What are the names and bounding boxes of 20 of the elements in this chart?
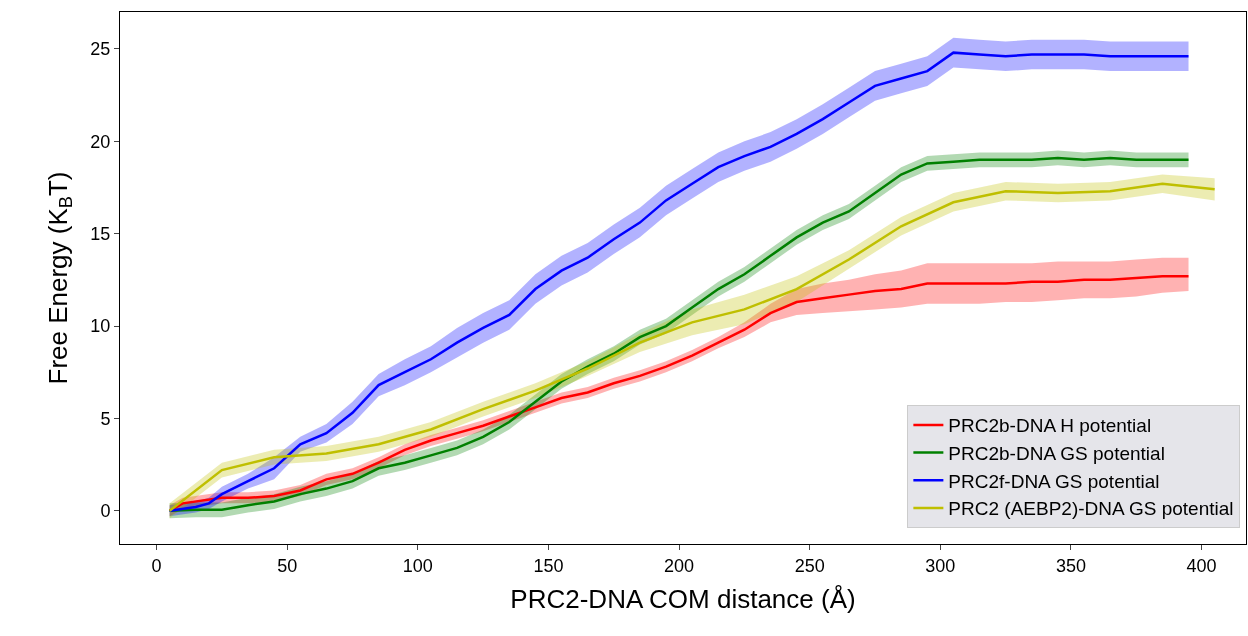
x-tick-label: 50: [277, 555, 298, 576]
y-tick-label: 5: [100, 408, 111, 429]
y-tick-label: 20: [90, 131, 111, 152]
legend-label: PRC2b-DNA GS potential: [948, 443, 1165, 464]
y-tick-label: 25: [90, 39, 111, 60]
x-tick-label: 400: [1186, 555, 1217, 576]
x-tick-label: 350: [1055, 555, 1086, 576]
x-tick-label: 300: [925, 555, 956, 576]
x-tick-label: 0: [151, 555, 162, 576]
x-tick-label: 200: [664, 555, 695, 576]
x-tick-label: 100: [402, 555, 433, 576]
legend-label: PRC2f-DNA GS potential: [948, 470, 1160, 492]
legend-label: PRC2 (AEBP2)-DNA GS potential: [948, 498, 1234, 520]
y-tick-label: 0: [100, 501, 111, 522]
x-tick-label: 250: [794, 555, 825, 576]
legend-label: PRC2b-DNA H potential: [948, 415, 1152, 437]
y-tick-label: 10: [90, 316, 111, 337]
y-tick-label: 15: [90, 223, 111, 244]
x-axis-title: PRC2-DNA COM distance (Å): [510, 584, 856, 615]
x-tick-label: 150: [533, 555, 564, 576]
